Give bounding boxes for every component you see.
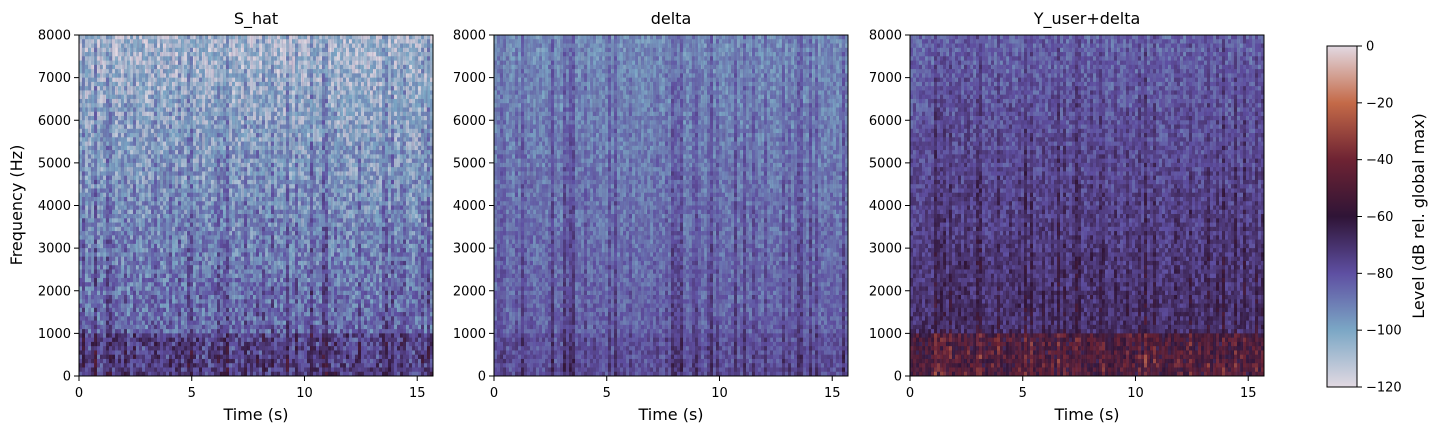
x-tick-label: 10 xyxy=(296,386,313,401)
y-tick-label: 0 xyxy=(478,370,486,385)
colorbar-gradient xyxy=(1327,46,1357,387)
y-tick-label: 1000 xyxy=(38,327,71,342)
x-tick-label: 0 xyxy=(75,386,83,401)
y-tick-label: 3000 xyxy=(453,242,486,257)
y-axis: 0 1000 2000 3000 4000 5000 6000 7000 8000 xyxy=(869,29,910,385)
y-tick-label: 1000 xyxy=(453,327,486,342)
y-tick-label: 5000 xyxy=(453,156,486,171)
spectrogram-image xyxy=(910,35,1264,376)
y-tick-label: 1000 xyxy=(869,327,902,342)
y-tick-label: 8000 xyxy=(453,29,486,44)
colorbar-tick-label: −100 xyxy=(1366,324,1402,339)
y-tick-label: 8000 xyxy=(38,29,71,44)
y-tick-label: 0 xyxy=(894,370,902,385)
y-tick-label: 5000 xyxy=(869,156,902,171)
panel-title: delta xyxy=(651,9,692,28)
colorbar-tick-label: −80 xyxy=(1366,267,1393,282)
x-tick-label: 10 xyxy=(1127,386,1144,401)
colorbar-tick-label: −40 xyxy=(1366,153,1393,168)
x-tick-label: 0 xyxy=(906,386,914,401)
x-tick-label: 5 xyxy=(1019,386,1027,401)
spectrogram-image xyxy=(494,35,848,376)
y-tick-label: 7000 xyxy=(453,71,486,86)
spectrogram-image xyxy=(79,35,433,376)
x-axis-label: Time (s) xyxy=(637,405,703,424)
x-axis-label: Time (s) xyxy=(222,405,288,424)
x-tick-label: 5 xyxy=(188,386,196,401)
y-tick-label: 2000 xyxy=(869,284,902,299)
x-tick-label: 10 xyxy=(711,386,728,401)
y-tick-label: 2000 xyxy=(453,284,486,299)
x-tick-label: 15 xyxy=(1240,386,1257,401)
x-axis: 0 5 10 15 xyxy=(490,376,841,401)
colorbar-tick-label: −20 xyxy=(1366,96,1393,111)
y-tick-label: 8000 xyxy=(869,29,902,44)
y-tick-label: 4000 xyxy=(453,199,486,214)
colorbar: 0 −20 −40 −60 −80 −100 −120 Level (dB rel. glo… xyxy=(1327,40,1428,396)
colorbar-ticks: 0 −20 −40 −60 −80 −100 −120 xyxy=(1357,40,1402,396)
y-tick-label: 3000 xyxy=(38,242,71,257)
y-tick-label: 3000 xyxy=(869,242,902,257)
y-tick-label: 5000 xyxy=(38,156,71,171)
y-axis: 0 1000 2000 3000 4000 5000 6000 7000 8000 xyxy=(38,29,79,385)
colorbar-tick-label: −120 xyxy=(1366,381,1402,396)
x-tick-label: 15 xyxy=(824,386,841,401)
x-axis: 0 5 10 15 xyxy=(906,376,1257,401)
panel-title: Y_user+delta xyxy=(1033,9,1141,29)
x-tick-label: 15 xyxy=(409,386,426,401)
colorbar-tick-label: 0 xyxy=(1366,40,1374,55)
spectrogram-panel-delta: delta 010002000300040005000600070008000 … xyxy=(453,9,848,424)
panel-title: S_hat xyxy=(234,9,278,29)
x-axis-label: Time (s) xyxy=(1053,405,1119,424)
x-tick-label: 0 xyxy=(490,386,498,401)
y-tick-label: 7000 xyxy=(38,71,71,86)
x-tick-label: 5 xyxy=(603,386,611,401)
y-axis: 0 1000 2000 3000 4000 5000 6000 7000 8000 xyxy=(453,29,494,385)
spectrogram-panel-y-user-delta: Y_user+delta 0 1000 2000 3000 4000 5000 6000 70… xyxy=(869,9,1264,424)
y-tick-label: 0 xyxy=(63,370,71,385)
colorbar-label: Level (dB rel. global max) xyxy=(1409,113,1428,318)
y-tick-label: 6000 xyxy=(869,114,902,129)
y-axis-label: Frequency (Hz) xyxy=(7,145,26,266)
y-tick-label: 4000 xyxy=(38,199,71,214)
colorbar-tick-label: −60 xyxy=(1366,210,1393,225)
y-tick-label: 7000 xyxy=(869,71,902,86)
y-tick-label: 6000 xyxy=(453,114,486,129)
y-tick-label: 6000 xyxy=(38,114,71,129)
spectrogram-panel-s-hat: S_hat 010002000300040005000600070008000 … xyxy=(7,9,433,424)
x-axis: 0 5 10 15 xyxy=(75,376,426,401)
y-tick-label: 4000 xyxy=(869,199,902,214)
y-tick-label: 2000 xyxy=(38,284,71,299)
